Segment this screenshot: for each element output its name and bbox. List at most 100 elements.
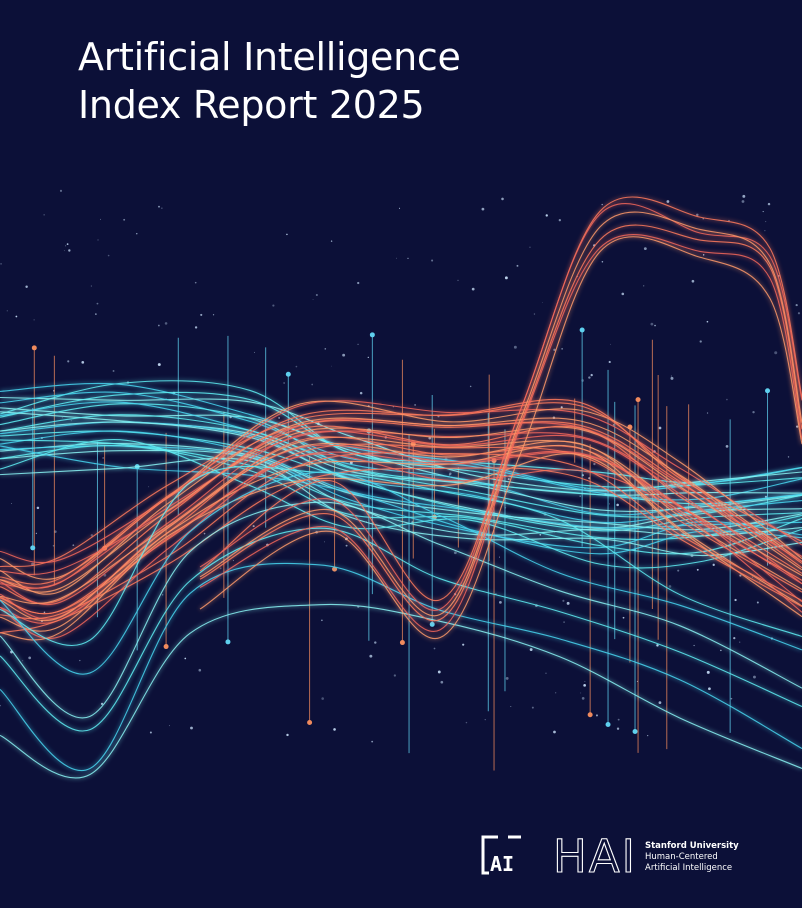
star bbox=[764, 230, 766, 232]
star bbox=[510, 705, 512, 707]
star bbox=[612, 424, 615, 426]
wave-strand bbox=[0, 400, 802, 580]
star bbox=[584, 681, 586, 683]
star bbox=[437, 670, 441, 674]
star bbox=[33, 319, 35, 321]
wave-strand bbox=[0, 430, 802, 605]
star bbox=[774, 351, 778, 355]
star bbox=[321, 697, 324, 700]
star bbox=[656, 644, 659, 647]
wave-strand bbox=[0, 453, 802, 639]
star bbox=[765, 221, 767, 223]
spike-dot bbox=[429, 621, 435, 627]
star bbox=[539, 533, 542, 536]
star bbox=[278, 416, 281, 419]
star bbox=[15, 315, 18, 318]
star bbox=[184, 657, 187, 660]
spike-dot bbox=[163, 644, 169, 650]
star bbox=[374, 641, 377, 644]
star bbox=[203, 532, 206, 535]
star bbox=[601, 203, 603, 206]
star bbox=[590, 373, 593, 377]
star bbox=[666, 200, 670, 203]
star bbox=[720, 649, 722, 652]
star bbox=[702, 254, 705, 256]
star bbox=[35, 532, 38, 535]
star bbox=[796, 425, 799, 428]
star bbox=[699, 340, 702, 343]
spike-dot bbox=[605, 721, 611, 727]
wave-strand bbox=[0, 403, 802, 505]
star bbox=[484, 719, 486, 721]
star bbox=[767, 202, 771, 206]
star bbox=[617, 718, 620, 721]
star bbox=[706, 670, 710, 674]
star bbox=[81, 360, 85, 364]
star bbox=[345, 544, 348, 547]
star bbox=[739, 641, 741, 643]
star bbox=[96, 302, 99, 305]
star bbox=[100, 702, 104, 705]
star bbox=[501, 197, 504, 201]
star bbox=[601, 260, 604, 263]
star bbox=[742, 194, 746, 198]
star bbox=[553, 730, 556, 734]
star bbox=[759, 581, 761, 583]
star bbox=[414, 403, 417, 406]
star bbox=[734, 598, 737, 602]
star bbox=[68, 249, 71, 252]
star bbox=[563, 621, 565, 623]
star bbox=[67, 360, 70, 363]
star bbox=[79, 659, 81, 662]
star bbox=[562, 599, 565, 602]
wave-strand bbox=[199, 224, 802, 622]
wave-strand bbox=[0, 419, 802, 589]
spike-dot bbox=[307, 719, 313, 725]
star bbox=[43, 214, 45, 216]
star bbox=[725, 445, 729, 448]
ai-logo: AI bbox=[481, 835, 521, 876]
wave-strand bbox=[0, 443, 802, 615]
spike-dot bbox=[285, 371, 291, 377]
wave-strand bbox=[0, 562, 802, 772]
star bbox=[97, 239, 99, 241]
star bbox=[157, 363, 161, 367]
star bbox=[194, 326, 198, 329]
wave-strand bbox=[0, 452, 802, 620]
star bbox=[148, 486, 150, 488]
wave-strand bbox=[0, 417, 802, 595]
star bbox=[295, 365, 298, 368]
star bbox=[462, 643, 465, 646]
star bbox=[431, 259, 434, 262]
star bbox=[393, 674, 397, 677]
star bbox=[554, 532, 556, 534]
star bbox=[396, 257, 398, 259]
star bbox=[609, 503, 610, 505]
wave-strand bbox=[0, 457, 802, 557]
wave-strand bbox=[199, 202, 802, 612]
star bbox=[579, 495, 581, 497]
spike-dot bbox=[632, 728, 638, 734]
star bbox=[371, 740, 374, 743]
star bbox=[481, 207, 485, 211]
wave-strand bbox=[0, 449, 802, 537]
star bbox=[200, 313, 203, 316]
star bbox=[43, 611, 46, 614]
star bbox=[516, 264, 519, 267]
star bbox=[0, 262, 2, 265]
spike-dot bbox=[332, 566, 338, 572]
star bbox=[545, 672, 547, 674]
star bbox=[36, 506, 40, 510]
star bbox=[90, 285, 93, 287]
star bbox=[693, 644, 695, 647]
star bbox=[533, 313, 536, 315]
star bbox=[272, 304, 275, 307]
star bbox=[531, 706, 534, 709]
star bbox=[499, 600, 502, 604]
star bbox=[323, 541, 325, 543]
star bbox=[712, 563, 715, 566]
star bbox=[369, 654, 373, 658]
wave-strand bbox=[0, 425, 802, 604]
star bbox=[751, 576, 754, 578]
wave-strand bbox=[0, 426, 802, 593]
